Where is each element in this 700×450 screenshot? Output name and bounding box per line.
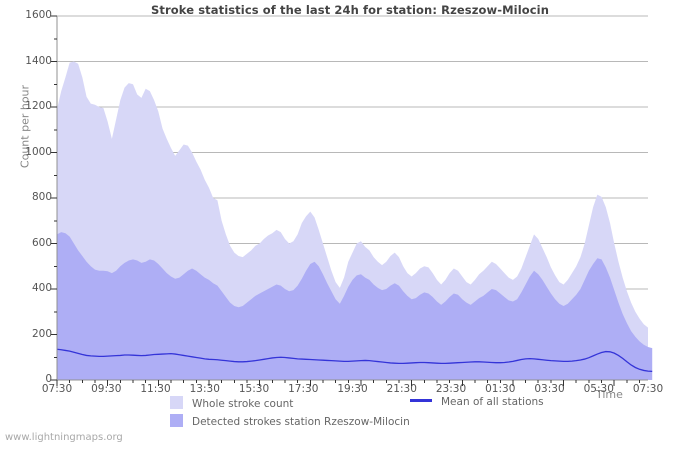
x-tick-label: 07:30 <box>632 383 664 395</box>
y-tick-label: 1600 <box>25 9 52 21</box>
x-tick-label: 11:30 <box>140 383 171 395</box>
y-tick-label: 400 <box>31 282 52 294</box>
y-tick-label: 1400 <box>25 54 52 67</box>
legend-swatch-detected <box>170 414 183 427</box>
x-tick-label: 19:30 <box>337 383 368 395</box>
x-tick-label: 23:30 <box>435 383 467 395</box>
line-mean-all-stations <box>56 348 653 373</box>
x-tick-label: 07:30 <box>41 383 73 395</box>
legend-label-detected: Detected strokes station Rzeszow-Milocin <box>192 416 410 428</box>
x-tick-label: 09:30 <box>91 383 122 395</box>
legend-label-whole: Whole stroke count <box>192 398 294 410</box>
x-tick-label: 05:30 <box>583 383 614 395</box>
legend-item-mean: Mean of all stations <box>410 396 544 408</box>
legend-label-mean: Mean of all stations <box>441 396 544 408</box>
chart-title: Stroke statistics of the last 24h for st… <box>151 3 549 17</box>
footer-watermark: www.lightningmaps.org <box>5 432 123 443</box>
legend-item-whole: Whole stroke count <box>170 396 293 410</box>
x-tick-label: 01:30 <box>485 383 516 395</box>
legend-swatch-whole <box>170 396 183 409</box>
x-axis-label: Time <box>596 388 623 401</box>
y-tick-label: 600 <box>31 236 52 249</box>
y-tick-label: 1200 <box>25 100 52 112</box>
legend-item-detected: Detected strokes station Rzeszow-Milocin <box>170 414 410 428</box>
x-tick-label: 03:30 <box>534 383 565 395</box>
legend-line-mean <box>410 399 432 402</box>
x-tick-label: 17:30 <box>288 383 319 395</box>
y-axis-ticks: 0 200 400 600 800 1000 1200 1400 1600 <box>0 0 52 450</box>
x-tick-label: 21:30 <box>386 383 417 395</box>
y-tick-label: 0 <box>45 373 52 385</box>
y-tick-label: 800 <box>31 191 52 203</box>
x-tick-label: 13:30 <box>189 383 220 395</box>
y-tick-label: 200 <box>31 327 52 340</box>
y-tick-label: 1000 <box>25 145 52 158</box>
area-detected-strokes <box>57 232 653 380</box>
x-tick-label: 15:30 <box>238 383 270 395</box>
